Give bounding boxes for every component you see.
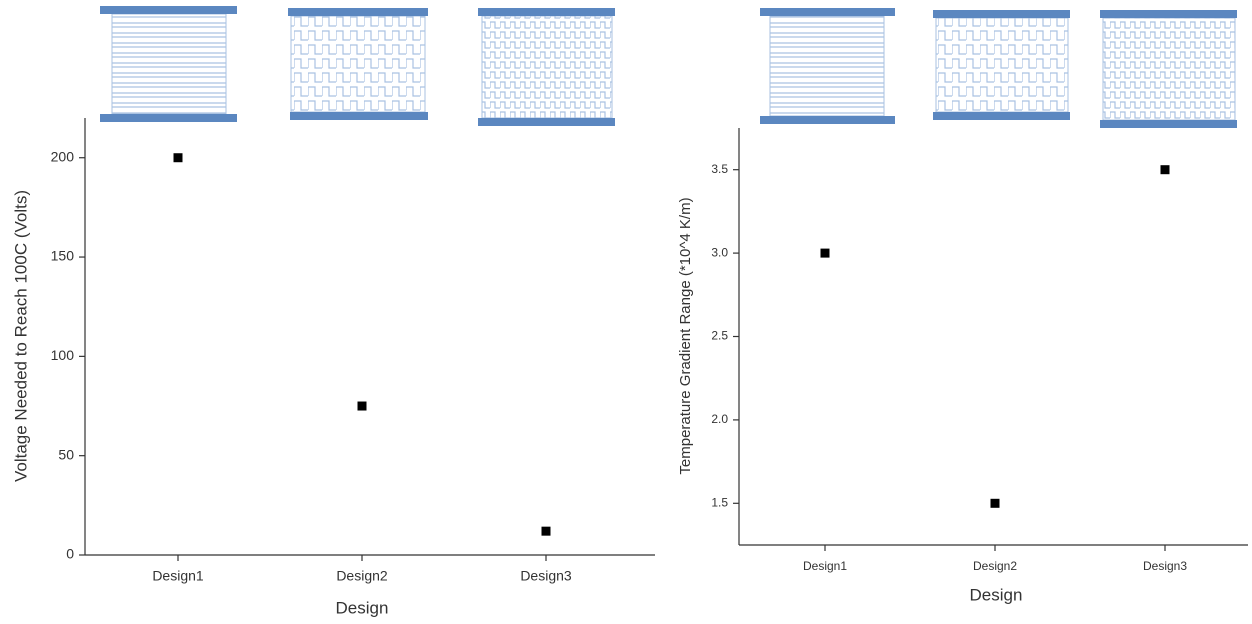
y-tick-label: 200 — [51, 148, 75, 164]
x-tick-label: Design2 — [336, 568, 388, 584]
x-axis-title: Design — [336, 598, 389, 617]
x-tick-label: Design3 — [520, 568, 572, 584]
point — [990, 498, 1000, 508]
point — [173, 153, 183, 163]
y-tick-label: 100 — [51, 347, 75, 363]
y-axis-title: Temperature Gradient Range (*10^4 K/m) — [677, 197, 694, 474]
y-axis-title: Voltage Needed to Reach 100C (Volts) — [11, 190, 30, 482]
design-illustrations — [100, 6, 1237, 128]
x-tick-label: Design3 — [1143, 559, 1187, 573]
y-tick-label: 1.5 — [711, 495, 728, 509]
y-tick-label: 0 — [66, 546, 74, 562]
point — [357, 401, 367, 411]
y-tick-label: 3.5 — [711, 162, 728, 176]
y-tick-label: 2.5 — [711, 329, 728, 343]
point — [820, 248, 830, 258]
x-tick-label: Design1 — [152, 568, 204, 584]
y-tick-label: 150 — [51, 248, 75, 264]
y-tick-label: 3.0 — [711, 245, 728, 259]
y-tick-label: 2.0 — [711, 412, 728, 426]
x-tick-label: Design1 — [803, 559, 847, 573]
point — [541, 526, 551, 536]
point — [1160, 165, 1170, 175]
y-tick-label: 50 — [58, 446, 74, 462]
x-tick-label: Design2 — [973, 559, 1017, 573]
x-axis-title: Design — [970, 585, 1023, 604]
